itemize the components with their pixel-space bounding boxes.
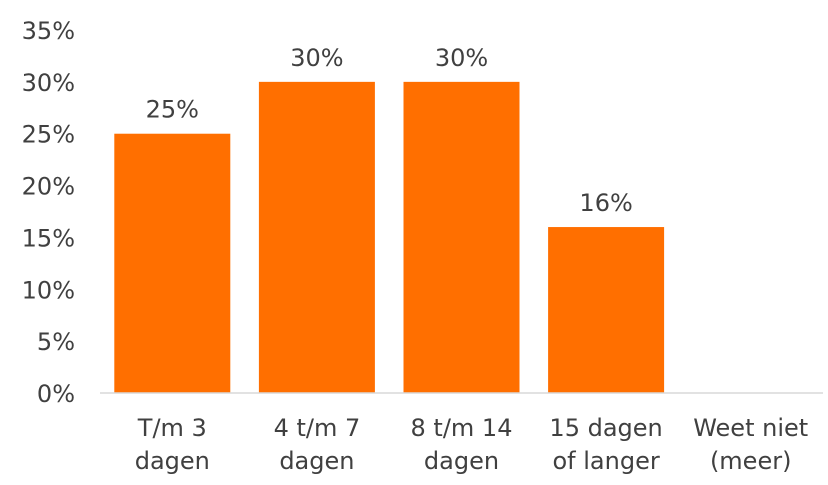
y-tick-label: 5% <box>37 328 75 356</box>
x-tick-label: 4 t/m 7 <box>274 414 361 442</box>
x-tick-label: (meer) <box>710 447 792 475</box>
x-tick-label: 15 dagen <box>549 414 662 442</box>
data-label: 25% <box>146 96 199 124</box>
x-tick-label: dagen <box>279 447 354 475</box>
y-tick-label: 20% <box>22 173 75 201</box>
y-axis-ticks: 0% 5% 10% 15% 20% 25% 30% 35% <box>22 17 75 408</box>
x-tick-label: T/m 3 <box>137 414 207 442</box>
data-label: 16% <box>579 189 632 217</box>
y-tick-label: 10% <box>22 276 75 304</box>
x-tick-label: dagen <box>424 447 499 475</box>
x-tick-label: dagen <box>135 447 210 475</box>
y-tick-label: 35% <box>22 17 75 45</box>
bar <box>258 81 375 393</box>
bar <box>548 227 665 393</box>
bars <box>114 81 665 393</box>
y-tick-label: 0% <box>37 380 75 408</box>
y-tick-label: 25% <box>22 121 75 149</box>
bar <box>114 133 231 393</box>
x-tick-label: of langer <box>552 447 659 475</box>
x-tick-label: Weet niet <box>693 414 808 442</box>
bar <box>403 81 520 393</box>
y-tick-label: 15% <box>22 224 75 252</box>
data-label: 30% <box>290 44 343 72</box>
data-label: 30% <box>435 44 488 72</box>
data-labels: 25% 30% 30% 16% <box>146 44 633 217</box>
y-tick-label: 30% <box>22 69 75 97</box>
x-axis-labels: T/m 3 dagen 4 t/m 7 dagen 8 t/m 14 dagen 15 da… <box>135 414 808 475</box>
x-tick-label: 8 t/m 14 <box>411 414 513 442</box>
